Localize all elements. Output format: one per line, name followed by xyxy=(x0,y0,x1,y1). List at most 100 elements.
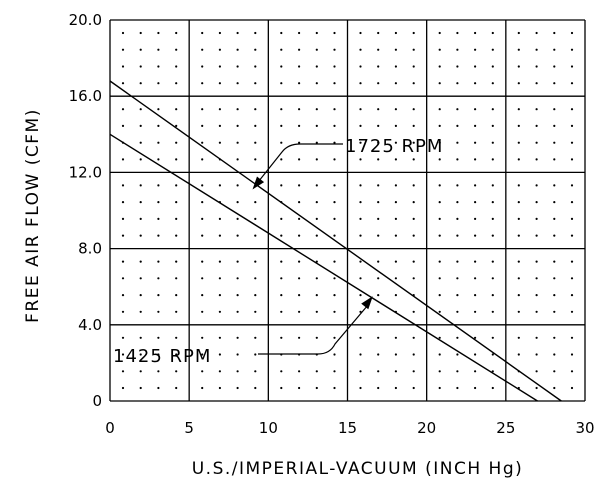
grid-dot xyxy=(535,108,538,111)
grid-dot xyxy=(201,353,204,356)
grid-dot xyxy=(535,217,538,220)
grid-dot xyxy=(236,294,239,297)
grid-dot xyxy=(315,158,318,161)
grid-dot xyxy=(394,353,397,356)
grid-dot xyxy=(438,310,441,313)
grid-dot xyxy=(456,184,459,187)
grid-dot xyxy=(201,108,204,111)
grid-dot xyxy=(333,217,336,220)
grid-dot xyxy=(157,336,160,339)
grid-dot xyxy=(175,353,178,356)
grid-dot xyxy=(218,336,221,339)
grid-dot xyxy=(491,294,494,297)
grid-dot xyxy=(474,294,477,297)
grid-dot xyxy=(201,158,204,161)
grid-dot xyxy=(394,277,397,280)
x-tick-label: 15 xyxy=(338,419,357,437)
grid-dot xyxy=(333,386,336,390)
grid-dot xyxy=(121,217,125,220)
grid-dot xyxy=(438,260,441,263)
grid-dot xyxy=(394,108,397,111)
grid-dot xyxy=(157,217,160,220)
grid-dot xyxy=(553,158,556,161)
grid-dot xyxy=(377,370,380,373)
grid-dot xyxy=(333,336,336,339)
grid-dot xyxy=(157,158,160,161)
grid-dot xyxy=(474,141,477,144)
grid-dot xyxy=(175,370,178,373)
grid-dot xyxy=(315,234,318,237)
grid-dot xyxy=(218,386,221,390)
grid-dot xyxy=(456,260,459,263)
grid-dot xyxy=(412,158,415,161)
grid-dot xyxy=(570,370,574,373)
grid-dot xyxy=(254,294,257,297)
grid-dot xyxy=(535,370,538,373)
grid-dot xyxy=(254,158,257,161)
grid-dot xyxy=(175,82,178,85)
grid-dot xyxy=(553,65,556,68)
x-tick-labels: 0 5 10 15 20 25 30 xyxy=(105,419,594,437)
grid-dot xyxy=(517,65,520,68)
grid-dot xyxy=(359,141,362,144)
grid-dot xyxy=(315,141,318,144)
grid-dot xyxy=(201,277,204,280)
grid-dot xyxy=(298,158,301,161)
grid-dot xyxy=(491,201,494,204)
grid-dot xyxy=(254,65,257,68)
grid-dot xyxy=(315,386,318,390)
grid-dot xyxy=(456,386,459,390)
x-axis-label: U.S./IMPERIAL-VACUUM (INCH Hg) xyxy=(192,459,524,479)
grid-dot xyxy=(139,108,142,111)
grid-dot xyxy=(218,141,221,144)
grid-dot xyxy=(553,260,556,263)
grid-dot xyxy=(456,234,459,237)
grid-dot xyxy=(315,336,318,339)
grid-dot xyxy=(315,277,318,280)
grid-dot xyxy=(236,124,239,127)
grid-dot xyxy=(517,108,520,111)
grid-dot xyxy=(218,124,221,127)
grid-dot xyxy=(517,201,520,204)
grid-dot xyxy=(157,386,160,390)
grid-dot xyxy=(394,124,397,127)
grid-dot xyxy=(280,31,283,35)
grid-dot xyxy=(517,336,520,339)
grid-dot xyxy=(377,353,380,356)
grid-dot xyxy=(394,65,397,68)
grid-dot xyxy=(236,217,239,220)
grid-dot xyxy=(438,48,441,51)
grid-dot xyxy=(218,82,221,85)
grid-dot xyxy=(236,310,239,313)
leader-line xyxy=(258,304,369,355)
grid-dot xyxy=(201,65,204,68)
grid-dot xyxy=(333,277,336,280)
grid-dot xyxy=(394,31,397,35)
grid-dot xyxy=(570,184,574,187)
grid-dot xyxy=(438,31,441,35)
grid-dot xyxy=(315,370,318,373)
grid-dot xyxy=(139,310,142,313)
grid-dot xyxy=(280,48,283,51)
grid-dot xyxy=(157,277,160,280)
grid-dot xyxy=(535,201,538,204)
grid-dot xyxy=(201,184,204,187)
grid-dot xyxy=(315,31,318,35)
grid-dot xyxy=(298,336,301,339)
grid-dot xyxy=(359,353,362,356)
grid-dot xyxy=(377,294,380,297)
grid-dot xyxy=(456,277,459,280)
grid-dot xyxy=(535,65,538,68)
grid-dot xyxy=(438,82,441,85)
grid-dot xyxy=(535,48,538,51)
y-tick-label: 20.0 xyxy=(69,11,102,29)
grid-dot xyxy=(412,370,415,373)
grid-dot xyxy=(218,353,221,356)
grid-dot xyxy=(412,31,415,35)
grid-dot xyxy=(491,234,494,237)
grid-dot xyxy=(254,234,257,237)
grid-dot xyxy=(121,158,125,161)
grid-dot xyxy=(570,201,574,204)
grid-dot xyxy=(333,184,336,187)
grid-dot xyxy=(412,141,415,144)
